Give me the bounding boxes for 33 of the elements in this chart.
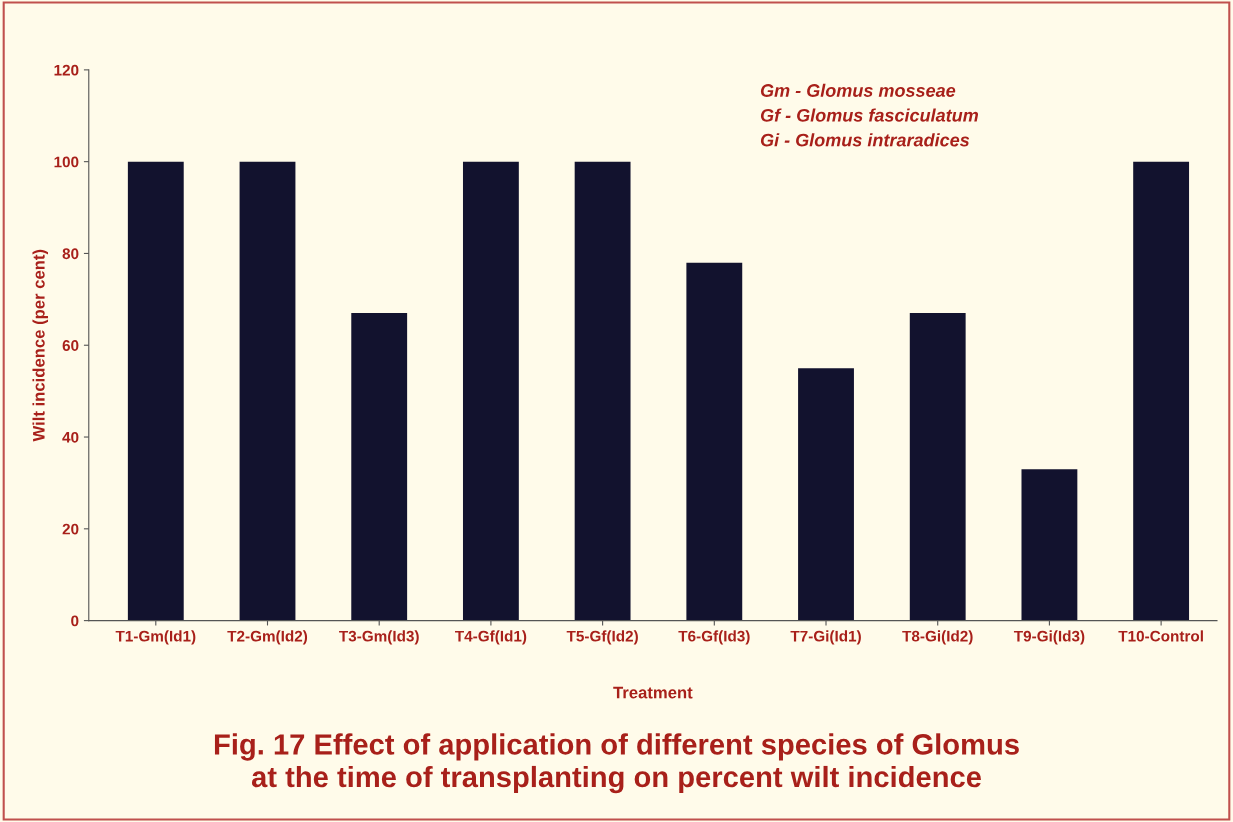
bar <box>1021 469 1078 621</box>
x-tick-label: T1-Gm(Id1) <box>115 630 196 645</box>
bar <box>1133 161 1190 621</box>
x-tick-label: T7-Gi(Id1) <box>790 630 861 645</box>
y-tick-label: 120 <box>54 64 79 76</box>
x-tick-label: T10-Control <box>1118 630 1203 642</box>
bar <box>798 368 854 621</box>
annotation: Gm - Glomus mosseae <box>760 83 956 97</box>
bar <box>574 161 631 621</box>
text: Fig. 17 Effect of application of different species of Glomus at the time of transplanting on percent wilt incidence <box>214 733 1019 794</box>
annotation: Gi - Glomus intraradices <box>760 133 970 147</box>
y-tick-label: 20 <box>62 523 79 535</box>
bar <box>909 313 966 621</box>
y-tick-label: 0 <box>71 615 79 627</box>
annotation: Gf - Glomus fasciculatum <box>760 108 979 122</box>
bar <box>686 262 743 621</box>
x-tick-label: T2-Gm(Id2) <box>227 630 308 645</box>
x-tick-label: T9-Gi(Id3) <box>1013 630 1085 645</box>
x-tick-label: T5-Gf(Id2) <box>566 630 638 645</box>
x-tick-label: T4-Gf(Id1) <box>455 630 527 645</box>
y-tick-label: 60 <box>62 340 79 351</box>
bar <box>239 161 296 621</box>
x-axis-title: Treatment <box>613 686 693 699</box>
y-tick-label: 40 <box>62 431 79 443</box>
x-tick-label: T8-Gi(Id2) <box>902 630 973 645</box>
x-tick-label: T6-Gf(Id3) <box>678 630 750 645</box>
y-axis-title: Wilt incidence (per cent) <box>32 249 49 442</box>
y-tick-label: 100 <box>54 156 79 168</box>
bar <box>351 313 408 621</box>
y-tick-label: 80 <box>62 248 79 260</box>
bar <box>127 161 184 621</box>
bar <box>462 161 519 621</box>
x-tick-label: T3-Gm(Id3) <box>339 630 419 645</box>
